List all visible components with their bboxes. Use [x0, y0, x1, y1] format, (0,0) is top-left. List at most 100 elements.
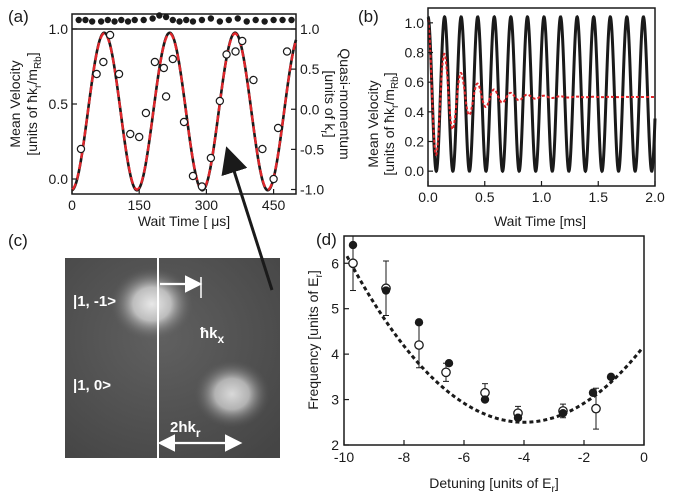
panel-a-ytick-right-label: -0.5 — [300, 141, 324, 157]
panel-a-ylabel-right-line1: Quasi-momentum — [337, 48, 353, 159]
panel-a-ylabel-right-line2-main: [units of k — [322, 70, 338, 131]
panel-b-ticks: 0.0 0.5 1.0 1.5 2.0 0.0 0.2 0.4 0.6 0.8 1.0 — [405, 7, 665, 205]
panel-a-data-point-filled — [97, 18, 105, 25]
panel-a-fit-curve — [71, 32, 298, 191]
panel-a-data-point-filled — [156, 12, 163, 19]
panel-d-theory-curve — [345, 255, 643, 424]
panel-a-ticks: 0 150 300 450 0.0 0.5 1.0 1.0 0.5 0.0 -0.5 -1.0 — [49, 21, 325, 213]
panel-d-data-point-filled — [606, 372, 616, 382]
panel-a-data-point-filled — [118, 16, 125, 24]
panel-a-data-point-open — [188, 171, 198, 181]
panel-a-data-point-filled — [149, 15, 156, 22]
panel-a-ylabel-right-2: [units of kr] — [318, 70, 338, 137]
panel-a-data-point-filled — [131, 16, 138, 24]
panel-d: -10 -8 -6 -4 -2 0 2 3 4 5 6 (d) Detuning [units of… — [305, 230, 648, 495]
panel-a-data-point-open — [161, 92, 171, 101]
panel-d-data-point-filled — [558, 408, 568, 418]
panel-a-ylabel-left-2: [units of ħkr/mRb] — [24, 52, 44, 155]
panel-a-data-point-open — [179, 117, 189, 127]
panel-a-data-point-filled — [189, 18, 197, 25]
hk-label: ħkx — [200, 325, 225, 346]
panel-a-xlabel: Wait Time [ μs] — [138, 213, 230, 229]
panel-a-data-point-filled — [124, 18, 132, 25]
panel-a-ylabel-left: Mean Velocity — [7, 60, 23, 147]
panel-b-plot-area — [426, 14, 657, 174]
panel-b: 0.0 0.5 1.0 1.5 2.0 0.0 0.2 0.4 0.6 0.8 1.0 (b) Wa… — [358, 7, 665, 229]
panel-a-data-point-open — [99, 57, 108, 67]
panel-b-ytick-label: 0.6 — [405, 74, 425, 90]
panel-d-plot-area — [345, 235, 643, 430]
panel-a-data-point-open — [206, 153, 216, 163]
panel-a-data-point-filled — [169, 16, 176, 24]
panel-d-xlabel-main: Detuning [units of E — [429, 475, 551, 491]
panel-b-ylabel: Mean Velocity — [365, 80, 381, 167]
panel-a-data-point-open — [238, 36, 247, 46]
panel-a-data-point-filled — [207, 15, 215, 22]
panel-a-data-point-open — [197, 182, 207, 191]
panel-d-xlabel-sub: r — [551, 484, 555, 495]
panel-a-ytick-right-label: 0.0 — [300, 101, 320, 117]
panel-b-ytick-label: 0.8 — [405, 45, 425, 61]
panel-b-ytick-label: 0.0 — [405, 163, 425, 179]
panel-a-ytick-right-label: -1.0 — [300, 182, 324, 198]
panel-d-ylabel-text: Frequency [units of Er] — [305, 270, 325, 410]
panel-d-xtick-label: -10 — [334, 449, 354, 465]
panel-a-theory-curve — [71, 31, 298, 192]
panel-a-ylabel-left-line1: Mean Velocity — [7, 60, 23, 147]
panel-b-ylabel-2: [units of ħkr/mRb] — [381, 72, 401, 175]
panel-d-label: (d) — [316, 230, 337, 249]
atom-cloud-top — [110, 267, 194, 341]
panel-a-data-point-filled — [261, 18, 268, 25]
atom-cloud-bottom — [194, 360, 270, 428]
panel-d-ytick-label: 4 — [331, 346, 339, 362]
panel-a-data-point-open — [222, 50, 231, 59]
panel-a-data-point-filled — [183, 16, 190, 24]
panel-a-data-point-open — [126, 129, 135, 139]
panel-a-data-point-open — [249, 75, 258, 85]
panel-a-data-point-filled — [82, 16, 89, 24]
panel-d-frame — [343, 235, 645, 446]
panel-a-data-point-filled — [104, 16, 112, 24]
panel-b-ylabel-line1: Mean Velocity — [365, 80, 381, 167]
panel-d-xlabel: Detuning [units of Er] — [429, 475, 558, 495]
panel-d-ytick-label: 3 — [331, 392, 339, 408]
hk-label-main: ħk — [200, 325, 218, 342]
panel-b-ytick-label: 0.2 — [405, 134, 425, 150]
panel-b-theory-curve — [426, 14, 657, 174]
panel-a-data-point-filled — [88, 18, 96, 25]
panel-a-data-point-open — [168, 54, 177, 64]
panel-a-ytick-left-label: 0.0 — [49, 171, 69, 187]
panel-b-ylabel-line2-sub2: Rb — [390, 76, 401, 89]
panel-b-damped-curve — [427, 19, 655, 156]
panel-a-plot-area — [71, 12, 298, 192]
panel-c-label: (c) — [8, 231, 28, 250]
panel-a-data-point-open — [282, 47, 292, 56]
panel-a-data-point-filled — [162, 13, 170, 21]
two-hk-label-sub: r — [196, 426, 201, 440]
panel-a-ylabel-left-line2: [units of ħkr/mRb] — [24, 52, 44, 155]
panel-d-data-point-open — [348, 258, 358, 269]
panel-a-ylabel-right-line2-sub: r — [318, 130, 329, 134]
panel-d-data-point-filled — [480, 395, 490, 404]
panel-a-xtick-label: 300 — [195, 197, 219, 213]
panel-a-data-point-open — [150, 57, 160, 67]
hk-label-sub: x — [218, 332, 225, 346]
panel-b-xtick-label: 0.0 — [418, 189, 438, 205]
panel-a-xtick-label: 450 — [262, 197, 286, 213]
panel-a-ytick-right-label: 0.5 — [300, 61, 320, 77]
panel-d-data-point-open — [414, 340, 424, 350]
panel-a-data-point-open — [159, 63, 169, 73]
panel-a-data-point-open — [114, 69, 124, 79]
panel-b-xtick-label: 0.5 — [475, 189, 495, 205]
panel-b-ylabel-line2-mid: /m — [381, 89, 397, 105]
panel-a-xtick-label: 150 — [128, 197, 152, 213]
panel-a-data-point-open — [141, 108, 151, 118]
panel-a-data-point-open — [105, 30, 115, 40]
panel-a-data-point-filled — [288, 16, 295, 24]
panel-c: (c) |1, - — [8, 231, 280, 458]
panel-b-ylabel-line2-main: [units of ħk — [381, 107, 397, 176]
panel-d-ylabel-main: Frequency [units of E — [305, 277, 321, 409]
panel-d-xtick-label: -6 — [458, 449, 471, 465]
two-hk-label: 2hkr — [170, 419, 201, 440]
